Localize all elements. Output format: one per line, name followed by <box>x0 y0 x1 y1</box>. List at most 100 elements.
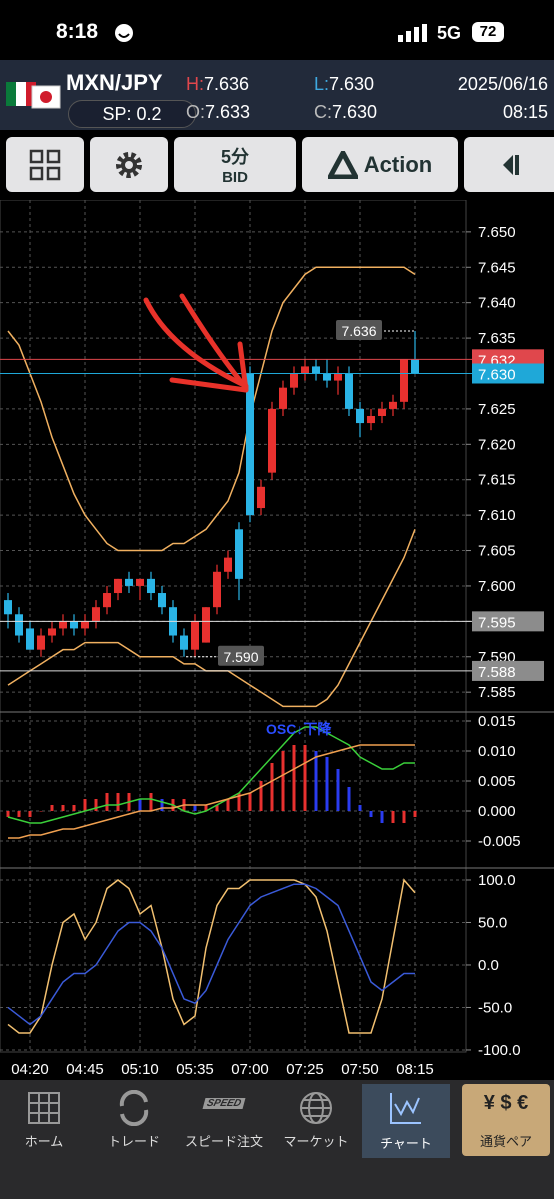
histogram-bar <box>17 811 21 817</box>
candle-body <box>268 408 276 473</box>
indicator-line <box>7 878 416 1034</box>
candle-body <box>301 366 309 374</box>
histogram-bar <box>39 811 43 812</box>
x-tick-label: 04:45 <box>66 1061 104 1078</box>
candle-body <box>356 408 364 424</box>
x-tick-label: 07:50 <box>341 1061 379 1078</box>
open-label: O: <box>186 102 206 122</box>
y-tick-label: 7.620 <box>478 436 516 453</box>
histogram-bar <box>215 805 219 811</box>
histogram-bar <box>83 799 87 811</box>
plot-frame <box>0 200 467 1053</box>
high: 7.636 <box>204 74 250 94</box>
home-tab[interactable]: ホーム <box>0 1084 88 1156</box>
y-tick-label: 7.625 <box>478 401 516 418</box>
candle-body <box>411 359 419 374</box>
layout-button[interactable] <box>6 137 84 192</box>
price-tag <box>472 363 544 384</box>
histogram-bar <box>226 799 230 811</box>
candle-body <box>4 600 12 615</box>
y-tick-label: 7.585 <box>478 684 516 701</box>
candle-body <box>70 621 78 629</box>
histogram-bar <box>402 811 406 823</box>
battery: 72 <box>472 22 504 42</box>
market-tab[interactable]: マーケット <box>272 1084 360 1156</box>
candle-body <box>103 593 111 608</box>
chart-label: チャート <box>380 1136 432 1151</box>
y-tick-label: 0.015 <box>478 713 516 730</box>
x-tick-label: 07:00 <box>231 1061 269 1078</box>
low-annotation: 7.590 <box>223 649 258 665</box>
histogram-bar <box>391 811 395 823</box>
candle-body <box>378 408 386 416</box>
interval-button[interactable]: 5分 BID <box>174 137 296 192</box>
spread: SP: 0.2 <box>68 100 196 128</box>
indicator-label: OSC↓下降 <box>266 721 332 737</box>
price-tag-label: 7.595 <box>478 614 516 631</box>
candle-body <box>37 635 45 650</box>
histogram-bar <box>314 751 318 811</box>
home-label: ホーム <box>24 1134 64 1149</box>
trade-tab[interactable]: トレード <box>90 1084 178 1156</box>
x-tick-label: 07:25 <box>286 1061 324 1078</box>
header: MXN/JPY SP: 0.2 H:7.636 O:7.633 L:7.630 … <box>0 60 554 130</box>
y-tick-label: 0.000 <box>478 803 516 820</box>
x-tick-label: 05:10 <box>121 1061 159 1078</box>
y-tick-label: 100.0 <box>478 872 516 889</box>
y-tick-label: 0.0 <box>478 957 499 974</box>
histogram-bar <box>380 811 384 823</box>
indicator-line <box>7 883 415 1026</box>
clock: 8:18 <box>56 20 99 43</box>
chart-tab[interactable]: チャート <box>362 1084 450 1158</box>
action: Action <box>363 151 433 177</box>
histogram-bar <box>94 799 98 811</box>
hand-drawn-arrow <box>143 293 249 393</box>
histogram-bar <box>6 811 10 817</box>
candle-body <box>202 607 210 643</box>
histogram-bar <box>303 745 307 811</box>
y-tick-label: -100.0 <box>478 1042 521 1059</box>
speed-label: スピード注文 <box>184 1134 263 1149</box>
close-label: C: <box>314 102 332 122</box>
histogram-bar <box>72 805 76 811</box>
candle-body <box>136 578 144 586</box>
status-bar: 8:18 5G 72 <box>0 0 554 60</box>
histogram-bar <box>248 793 252 811</box>
low-badge <box>218 645 264 666</box>
high-annotation: 7.636 <box>341 323 376 339</box>
y-tick-label: 7.645 <box>478 259 516 276</box>
candle-body <box>235 529 243 579</box>
settings-button[interactable] <box>90 137 168 192</box>
price-tag-label: 7.630 <box>478 366 516 383</box>
collapse-button[interactable] <box>464 137 554 192</box>
candle-body <box>180 635 188 650</box>
indicator-line <box>8 744 415 839</box>
histogram-bar <box>281 751 285 811</box>
candle-body <box>147 578 155 594</box>
action-button[interactable]: Action <box>302 137 458 192</box>
candle-body <box>290 373 298 388</box>
high-badge <box>336 320 382 341</box>
x-tick-label: 05:35 <box>176 1061 214 1078</box>
price-tag-label: 7.588 <box>478 664 516 681</box>
indicator-line <box>7 726 415 824</box>
y-tick-label: -50.0 <box>478 999 512 1016</box>
pairs-icon: ¥ $ € <box>483 1092 529 1114</box>
time: 08:15 <box>502 102 548 122</box>
histogram-bar <box>50 805 54 811</box>
histogram-bar <box>116 793 120 811</box>
y-tick-label: 7.610 <box>478 507 516 524</box>
histogram-bar <box>292 745 296 811</box>
signal-icon <box>398 24 427 42</box>
candle-body <box>26 628 34 650</box>
speed-tab[interactable]: SPEED スピード注文 <box>180 1084 268 1156</box>
candle-body <box>257 486 265 509</box>
market-label: マーケット <box>283 1134 349 1149</box>
y-tick-label: 0.010 <box>478 743 516 760</box>
candle-body <box>345 373 353 409</box>
y-tick-label: 7.650 <box>478 224 516 241</box>
y-tick-label: 7.635 <box>478 330 516 347</box>
pairs-tab[interactable]: ¥ $ € 通貨ペア <box>462 1084 550 1156</box>
y-tick-label: 7.640 <box>478 295 516 312</box>
